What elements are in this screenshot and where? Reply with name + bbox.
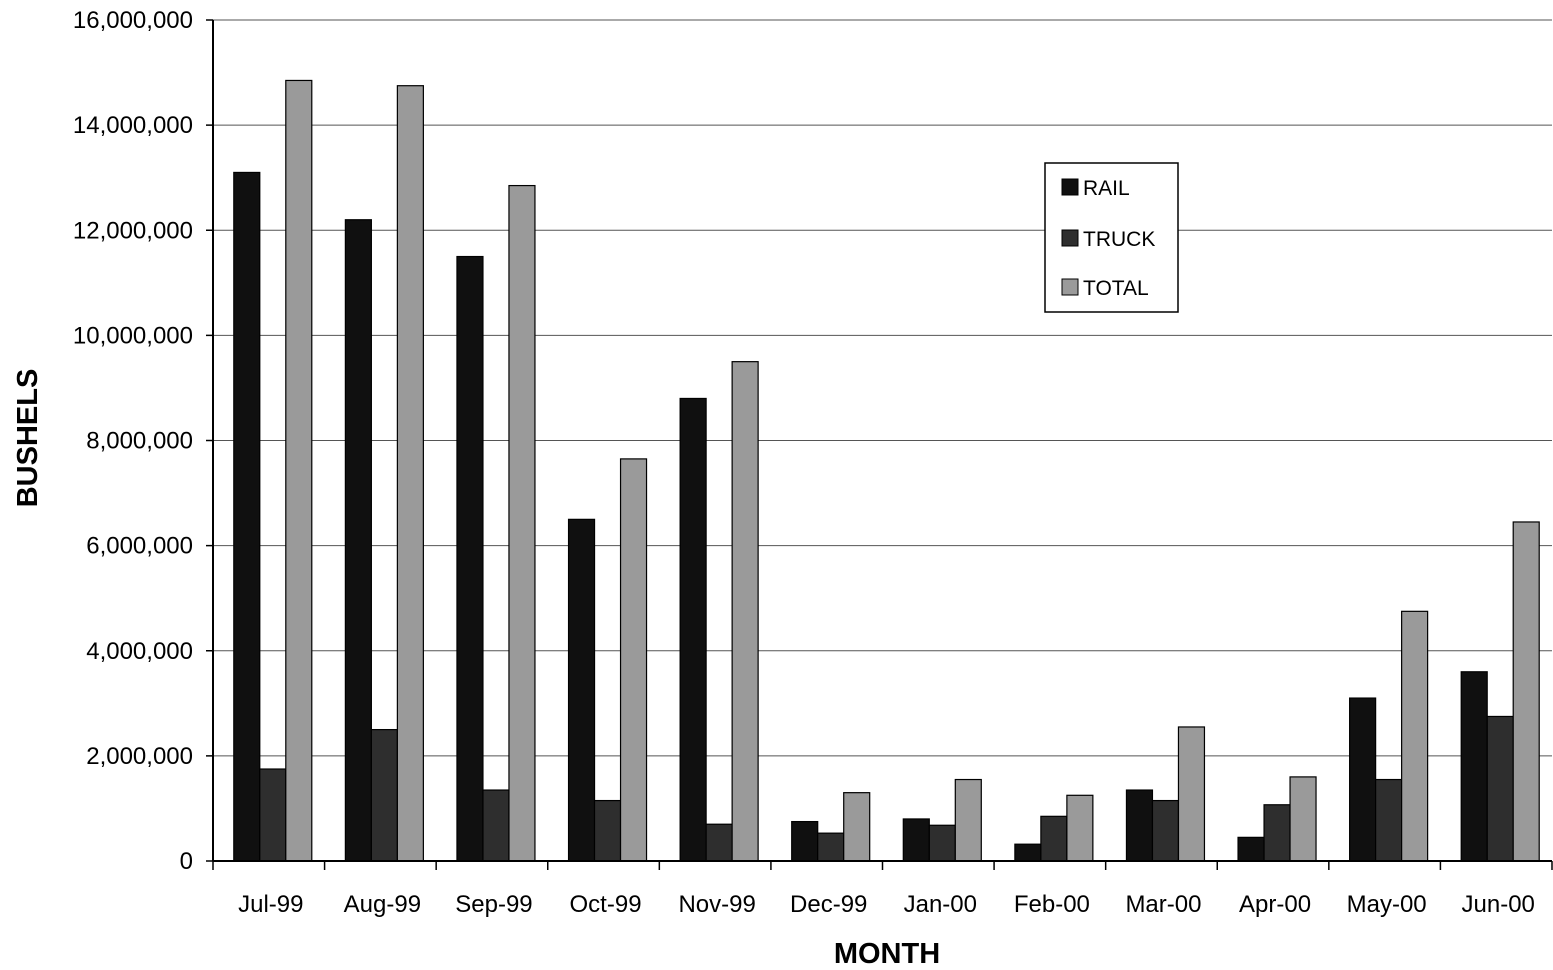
bar-rail-nov-99 <box>679 397 707 862</box>
y-tick-label: 6,000,000 <box>86 533 193 560</box>
x-tick-label: Aug-99 <box>344 891 421 918</box>
x-tick-label: Oct-99 <box>570 891 642 918</box>
bar-total-jul-99 <box>285 79 313 862</box>
bar-truck-aug-99 <box>370 728 398 862</box>
x-tick-label: Feb-00 <box>1014 891 1090 918</box>
x-tick-label: Jun-00 <box>1462 891 1535 918</box>
legend: RAIL TRUCK TOTAL <box>1044 162 1179 313</box>
legend-swatch-truck <box>1061 229 1079 247</box>
x-tick-label: May-00 <box>1347 891 1427 918</box>
bar-truck-oct-99 <box>593 799 622 862</box>
bar-total-dec-99 <box>843 792 871 862</box>
legend-label-truck: TRUCK <box>1083 228 1155 251</box>
y-tick-label: 4,000,000 <box>86 638 193 665</box>
legend-label-rail: RAIL <box>1083 177 1130 200</box>
bar-truck-nov-99 <box>705 823 733 862</box>
bar-truck-dec-99 <box>817 832 845 862</box>
bar-rail-jan-00 <box>902 818 930 862</box>
bar-rail-jul-99 <box>233 171 261 862</box>
bar-total-sep-99 <box>508 184 536 862</box>
y-tick-label: 8,000,000 <box>86 428 193 455</box>
y-axis-title: BUSHELS <box>12 369 44 508</box>
bar-rail-feb-00 <box>1014 843 1042 862</box>
bar-rail-sep-99 <box>456 255 484 862</box>
axes <box>206 19 1553 870</box>
bar-truck-jan-00 <box>928 824 956 862</box>
bar-truck-may-00 <box>1375 778 1403 862</box>
bar-rail-aug-99 <box>344 219 372 862</box>
x-tick-label: Dec-99 <box>790 891 867 918</box>
bar-truck-jun-00 <box>1486 715 1514 862</box>
y-tick-label: 2,000,000 <box>86 743 193 770</box>
bar-total-apr-00 <box>1289 776 1317 862</box>
bar-rail-oct-99 <box>567 518 596 862</box>
y-tick-label: 16,000,000 <box>73 7 193 34</box>
legend-swatch-rail <box>1061 178 1079 196</box>
x-tick-label: Nov-99 <box>678 891 755 918</box>
bar-rail-dec-99 <box>791 820 819 862</box>
bar-truck-feb-00 <box>1040 815 1068 862</box>
x-tick-label: Apr-00 <box>1239 891 1311 918</box>
bars <box>233 79 1540 862</box>
bar-rail-apr-00 <box>1237 836 1265 862</box>
bar-total-aug-99 <box>396 85 424 862</box>
x-tick-label: Jan-00 <box>904 891 977 918</box>
y-tick-label: 12,000,000 <box>73 217 193 244</box>
bar-rail-jun-00 <box>1460 671 1488 862</box>
bar-truck-sep-99 <box>482 789 510 862</box>
bar-total-feb-00 <box>1066 794 1094 862</box>
bar-rail-may-00 <box>1349 697 1377 862</box>
y-tick-label: 14,000,000 <box>73 112 193 139</box>
legend-label-total: TOTAL <box>1083 277 1149 300</box>
x-tick-label: Sep-99 <box>455 891 532 918</box>
y-tick-label: 10,000,000 <box>73 322 193 349</box>
x-tick-labels: Jul-99 Aug-99 Sep-99 Oct-99 Nov-99 Dec-99 Jan-… <box>238 891 1535 918</box>
bar-total-nov-99 <box>731 361 759 862</box>
bar-total-jan-00 <box>954 778 982 862</box>
bar-total-may-00 <box>1401 610 1429 862</box>
x-tick-label: Jul-99 <box>238 891 303 918</box>
bar-rail-mar-00 <box>1125 789 1154 862</box>
y-tick-labels: 0 2,000,000 4,000,000 6,000,000 8,000,000 10,… <box>73 7 193 875</box>
legend-swatch-total <box>1061 278 1079 296</box>
y-tick-label: 0 <box>180 848 193 875</box>
x-tick-label: Mar-00 <box>1125 891 1201 918</box>
bar-truck-jul-99 <box>259 768 287 862</box>
bar-truck-apr-00 <box>1263 804 1291 862</box>
bar-truck-mar-00 <box>1151 799 1180 862</box>
bar-total-jun-00 <box>1512 521 1540 862</box>
x-axis-title: MONTH <box>834 938 940 970</box>
bar-total-mar-00 <box>1177 726 1206 862</box>
bar-total-oct-99 <box>619 458 648 862</box>
gridlines <box>213 19 1552 757</box>
